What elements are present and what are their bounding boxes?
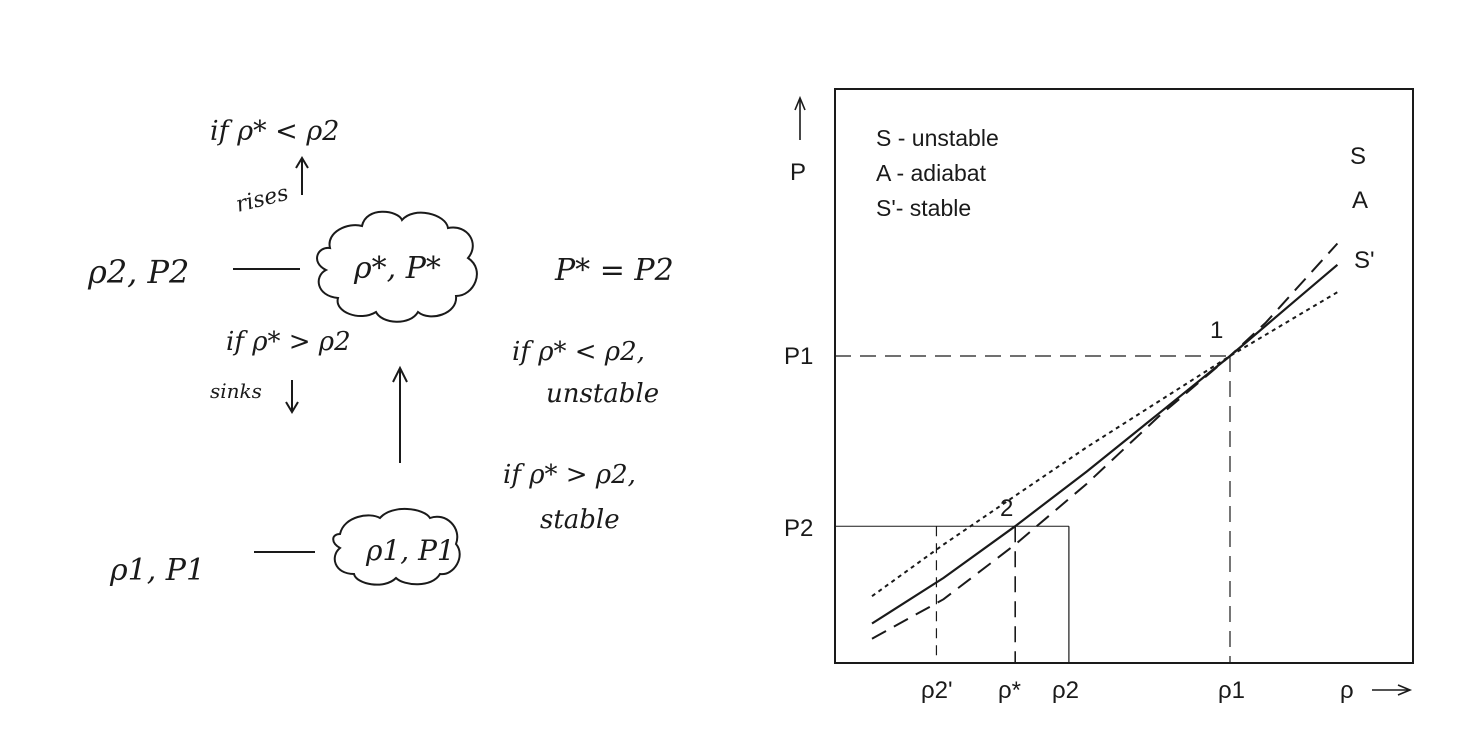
- x-axis-arrow-icon: [1372, 684, 1413, 696]
- pressure-equal-text: P* = P2: [554, 253, 674, 288]
- ascent-arrow-icon: [392, 365, 408, 463]
- sink-arrow-icon: [285, 380, 299, 414]
- x-tick-rho1: ρ1: [1218, 677, 1245, 704]
- unstable-word: unstable: [546, 379, 659, 409]
- sinks-label: sinks: [210, 379, 262, 403]
- pressure-density-chart: P ρ S - unstable A - adiabat S'- stable …: [784, 88, 1414, 704]
- point-1-label: 1: [1210, 317, 1223, 344]
- curves: [871, 242, 1339, 640]
- x-tick-rho2-prime: ρ2': [921, 677, 953, 704]
- stable-condition-text: if ρ* > ρ2,: [503, 460, 636, 490]
- y-axis-arrow-icon: [794, 95, 806, 140]
- parcel-sketch: if ρ* < ρ2 rises ρ2, P2 ρ*, P* P* = P2 i…: [87, 116, 674, 588]
- point-2-label: 2: [1000, 495, 1013, 522]
- unstable-condition-text: if ρ* < ρ2,: [512, 337, 645, 367]
- upper-parcel-blob: [316, 210, 478, 323]
- x-axis-label: ρ: [1340, 677, 1354, 704]
- stable-word: stable: [540, 505, 620, 535]
- reference-lines: [835, 355, 1231, 663]
- lower-parcel-label: ρ1, P1: [365, 534, 455, 567]
- legend-adiabat: A - adiabat: [876, 160, 987, 186]
- upper-parcel-label: ρ*, P*: [353, 251, 441, 286]
- legend-unstable: S - unstable: [876, 125, 999, 151]
- curve-label-a: A: [1352, 187, 1368, 214]
- upper-level-label: ρ2, P2: [87, 253, 189, 291]
- curve-label-s-prime: S': [1354, 247, 1375, 274]
- rise-arrow-icon: [295, 156, 309, 195]
- y-tick-p2: P2: [784, 515, 813, 542]
- rises-label: rises: [233, 181, 291, 218]
- y-tick-p1: P1: [784, 343, 813, 370]
- y-tick-p2-text: P2: [784, 515, 813, 542]
- lower-level-label: ρ1, P1: [109, 553, 205, 588]
- x-tick-rho-star: ρ*: [998, 677, 1021, 704]
- sink-condition-text: if ρ* > ρ2: [226, 327, 351, 357]
- lower-parcel-blob: [332, 508, 461, 586]
- plot-frame: [834, 88, 1414, 664]
- x-tick-rho2: ρ2: [1052, 677, 1079, 704]
- curve-dotted-2: [871, 291, 1338, 598]
- y-tick-p1-text: P1: [784, 343, 813, 370]
- y-axis-label: P: [790, 159, 806, 186]
- curve-solid-1: [871, 263, 1339, 625]
- legend-stable: S'- stable: [876, 195, 971, 221]
- top-condition-text: if ρ* < ρ2: [210, 116, 339, 147]
- curve-dashed-0: [871, 242, 1339, 640]
- curve-label-s: S: [1350, 143, 1366, 170]
